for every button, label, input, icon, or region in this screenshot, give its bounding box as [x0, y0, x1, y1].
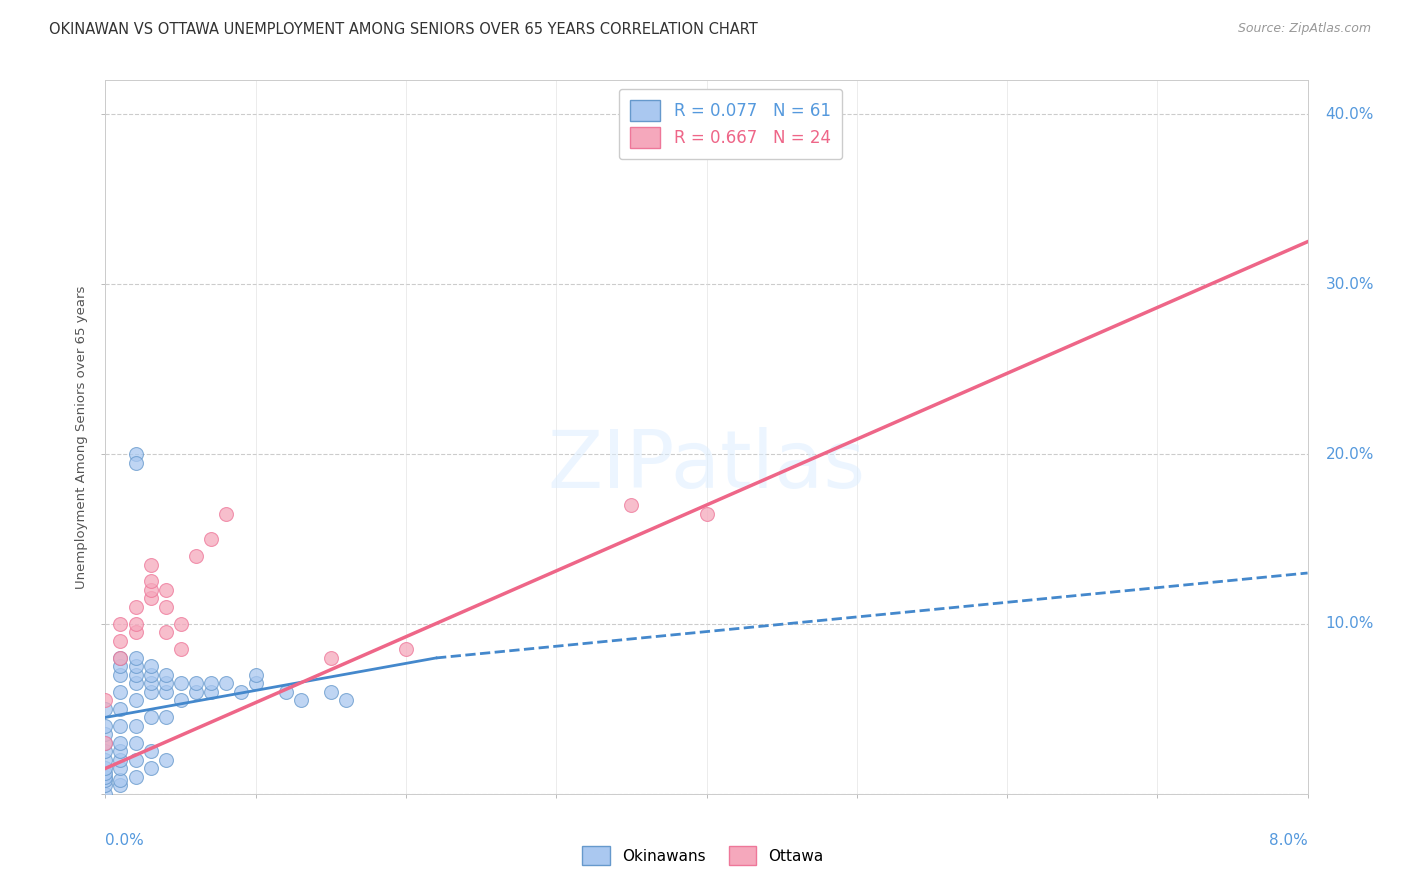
Point — [290, 693, 312, 707]
Point — [184, 685, 207, 699]
Point — [94, 736, 117, 750]
Point — [169, 676, 191, 690]
Point — [139, 685, 162, 699]
Point — [124, 599, 146, 614]
Point — [155, 582, 177, 597]
Point — [155, 599, 177, 614]
Point — [110, 659, 132, 673]
Y-axis label: Unemployment Among Seniors over 65 years: Unemployment Among Seniors over 65 years — [75, 285, 89, 589]
Point — [319, 651, 342, 665]
Point — [110, 761, 132, 775]
Point — [200, 685, 222, 699]
Point — [200, 532, 222, 546]
Point — [124, 651, 146, 665]
Point — [94, 693, 117, 707]
Point — [155, 676, 177, 690]
Point — [155, 685, 177, 699]
Point — [110, 634, 132, 648]
Text: 8.0%: 8.0% — [1268, 833, 1308, 848]
Point — [110, 651, 132, 665]
Point — [94, 753, 117, 767]
Point — [124, 625, 146, 640]
Point — [139, 676, 162, 690]
Point — [124, 668, 146, 682]
Text: 30.0%: 30.0% — [1326, 277, 1374, 292]
Point — [139, 582, 162, 597]
Text: 10.0%: 10.0% — [1326, 616, 1374, 632]
Point — [169, 617, 191, 632]
Point — [319, 685, 342, 699]
Point — [620, 498, 643, 512]
Point — [94, 719, 117, 733]
Point — [94, 727, 117, 741]
Point — [169, 642, 191, 657]
Point — [155, 668, 177, 682]
Legend: R = 0.077   N = 61, R = 0.667   N = 24: R = 0.077 N = 61, R = 0.667 N = 24 — [619, 88, 842, 160]
Point — [139, 558, 162, 572]
Text: 0.0%: 0.0% — [105, 833, 145, 848]
Point — [94, 787, 117, 801]
Text: 20.0%: 20.0% — [1326, 447, 1374, 461]
Point — [155, 625, 177, 640]
Point — [94, 761, 117, 775]
Point — [139, 574, 162, 589]
Point — [155, 753, 177, 767]
Point — [139, 744, 162, 758]
Point — [139, 591, 162, 606]
Point — [110, 736, 132, 750]
Point — [696, 507, 718, 521]
Text: 40.0%: 40.0% — [1326, 107, 1374, 122]
Point — [94, 773, 117, 788]
Point — [110, 651, 132, 665]
Point — [139, 710, 162, 724]
Point — [229, 685, 252, 699]
Point — [110, 753, 132, 767]
Point — [94, 702, 117, 716]
Point — [110, 719, 132, 733]
Point — [124, 447, 146, 461]
Text: OKINAWAN VS OTTAWA UNEMPLOYMENT AMONG SENIORS OVER 65 YEARS CORRELATION CHART: OKINAWAN VS OTTAWA UNEMPLOYMENT AMONG SE… — [49, 22, 758, 37]
Point — [110, 778, 132, 792]
Point — [214, 507, 236, 521]
Point — [124, 736, 146, 750]
Point — [110, 773, 132, 788]
Point — [124, 456, 146, 470]
Point — [139, 659, 162, 673]
Point — [214, 676, 236, 690]
Point — [124, 753, 146, 767]
Text: ZIPatlas: ZIPatlas — [547, 426, 866, 505]
Point — [335, 693, 357, 707]
Point — [110, 685, 132, 699]
Point — [184, 676, 207, 690]
Point — [110, 617, 132, 632]
Point — [274, 685, 297, 699]
Point — [139, 668, 162, 682]
Point — [395, 642, 418, 657]
Point — [124, 617, 146, 632]
Point — [94, 766, 117, 780]
Point — [124, 676, 146, 690]
Text: Source: ZipAtlas.com: Source: ZipAtlas.com — [1237, 22, 1371, 36]
Point — [245, 676, 267, 690]
Point — [184, 549, 207, 563]
Point — [94, 736, 117, 750]
Point — [124, 659, 146, 673]
Point — [110, 668, 132, 682]
Point — [124, 693, 146, 707]
Point — [94, 770, 117, 784]
Point — [139, 761, 162, 775]
Point — [94, 744, 117, 758]
Point — [124, 770, 146, 784]
Point — [94, 778, 117, 792]
Point — [200, 676, 222, 690]
Point — [245, 668, 267, 682]
Point — [124, 719, 146, 733]
Point — [155, 710, 177, 724]
Point — [110, 744, 132, 758]
Point — [169, 693, 191, 707]
Point — [110, 702, 132, 716]
Legend: Okinawans, Ottawa: Okinawans, Ottawa — [576, 840, 830, 871]
